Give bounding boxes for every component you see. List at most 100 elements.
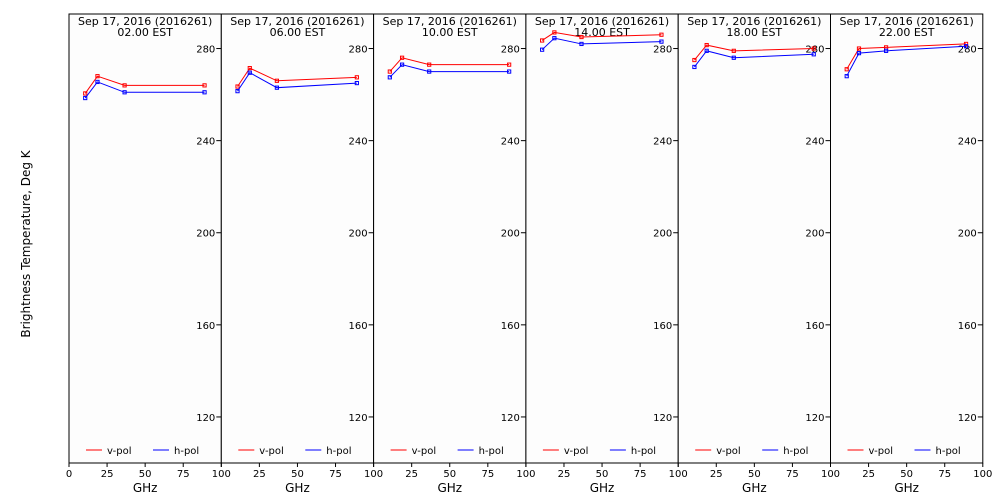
y-tick-label: 120 bbox=[349, 413, 368, 424]
x-tick-label: 25 bbox=[862, 469, 875, 480]
series-h-pol-point bbox=[95, 79, 100, 85]
y-tick-label: 240 bbox=[958, 137, 977, 148]
series-v-pol-line bbox=[846, 43, 967, 70]
panel-subtitle: 10.00 EST bbox=[422, 26, 478, 39]
series-v-pol-point bbox=[83, 91, 88, 96]
series-h-pol-line bbox=[84, 81, 205, 99]
legend-h-pol-label: h-pol bbox=[631, 446, 656, 457]
x-tick-label: 100 bbox=[973, 469, 992, 480]
legend-v-pol-label: v-pol bbox=[412, 446, 437, 457]
panel-3: 120 160 200 240 280 25 50 75 100 GHz Sep 17, 2016 … bbox=[373, 13, 535, 495]
series-h-pol-line bbox=[237, 72, 357, 92]
panel-title: Sep 17, 2016 (2016261) bbox=[230, 15, 364, 28]
series-v-pol-point bbox=[235, 84, 240, 89]
panel-frame bbox=[373, 13, 527, 464]
series-h-pol-point bbox=[427, 69, 432, 74]
series-v-pol-point bbox=[552, 30, 557, 35]
panel-title: Sep 17, 2016 (2016261) bbox=[78, 15, 212, 28]
series-v-pol-point bbox=[202, 83, 207, 88]
series-h-pol-point bbox=[387, 75, 392, 80]
series-h-pol-point bbox=[399, 62, 405, 67]
x-tick-label: 50 bbox=[900, 469, 913, 480]
y-tick-label: 120 bbox=[958, 413, 977, 424]
panel-title: Sep 17, 2016 (2016261) bbox=[383, 15, 517, 28]
y-tick-label: 120 bbox=[653, 413, 672, 424]
panel-subtitle: 18.00 EST bbox=[727, 26, 783, 39]
y-tick-label: 160 bbox=[958, 321, 977, 332]
x-axis-label: GHz bbox=[590, 481, 615, 495]
series-h-pol-line bbox=[389, 64, 510, 78]
y-tick-label: 200 bbox=[653, 229, 672, 240]
series-v-pol-point bbox=[704, 42, 709, 48]
x-tick-label: 100 bbox=[364, 469, 383, 480]
series-h-pol-point bbox=[235, 89, 240, 94]
panel-6: 120 160 200 240 280 25 50 75 100 GHz Sep 17, 2016 … bbox=[830, 13, 992, 495]
x-tick-label: 0 bbox=[66, 469, 72, 480]
series-v-pol-point bbox=[856, 46, 862, 51]
x-tick-label: 75 bbox=[177, 469, 190, 480]
x-axis-label: GHz bbox=[894, 481, 919, 495]
x-tick-label: 75 bbox=[481, 469, 494, 480]
legend-v-pol-label: v-pol bbox=[564, 446, 589, 457]
panel-subtitle: 06.00 EST bbox=[270, 26, 326, 39]
legend-v-pol-label: v-pol bbox=[716, 446, 741, 457]
series-v-pol-point bbox=[963, 41, 969, 47]
series-v-pol-point bbox=[692, 57, 697, 63]
series-h-pol-point bbox=[552, 36, 557, 41]
series-v-pol-point bbox=[731, 48, 736, 53]
y-tick-label: 200 bbox=[349, 229, 368, 240]
y-tick-label: 200 bbox=[501, 229, 520, 240]
series-h-pol-point bbox=[83, 95, 88, 101]
y-tick-label: 280 bbox=[349, 45, 368, 56]
panel-frame bbox=[220, 13, 375, 464]
legend-h-pol-label: h-pol bbox=[783, 446, 808, 457]
y-tick-label: 240 bbox=[805, 137, 824, 148]
x-tick-label: 25 bbox=[101, 469, 114, 480]
series-h-pol-line bbox=[541, 37, 662, 51]
x-tick-label: 25 bbox=[405, 469, 418, 480]
series-v-pol-line bbox=[694, 44, 814, 61]
x-tick-label: 100 bbox=[669, 469, 688, 480]
legend-v-pol-label: v-pol bbox=[259, 446, 284, 457]
legend-h-pol-label: h-pol bbox=[936, 446, 961, 457]
series-v-pol-line bbox=[389, 57, 510, 72]
y-tick-label: 160 bbox=[501, 321, 520, 332]
y-axis-label: Brightness Temperature, Deg K bbox=[19, 149, 33, 337]
y-tick-label: 160 bbox=[349, 321, 368, 332]
series-v-pol-point bbox=[247, 66, 252, 71]
x-tick-label: 25 bbox=[558, 469, 571, 480]
series-v-pol-point bbox=[354, 75, 359, 80]
series-h-pol-line bbox=[694, 50, 814, 68]
legend-h-pol-label: h-pol bbox=[479, 446, 504, 457]
series-h-pol-point bbox=[659, 39, 664, 44]
x-tick-label: 50 bbox=[443, 469, 456, 480]
series-h-pol-point bbox=[540, 47, 545, 52]
x-tick-label: 50 bbox=[596, 469, 609, 480]
series-v-pol-point bbox=[387, 69, 392, 74]
y-tick-label: 280 bbox=[196, 45, 215, 56]
panel-frame bbox=[830, 13, 984, 464]
y-tick-label: 120 bbox=[805, 413, 824, 424]
series-v-pol-point bbox=[811, 46, 816, 51]
y-tick-label: 280 bbox=[958, 45, 977, 56]
y-tick-label: 240 bbox=[196, 137, 215, 148]
series-v-pol-line bbox=[84, 75, 205, 94]
panel-subtitle: 22.00 EST bbox=[879, 26, 935, 39]
x-tick-label: 75 bbox=[786, 469, 799, 480]
panel-subtitle: 02.00 EST bbox=[117, 26, 173, 39]
x-axis-label: GHz bbox=[285, 481, 310, 495]
y-tick-label: 160 bbox=[805, 321, 824, 332]
y-tick-label: 240 bbox=[653, 137, 672, 148]
panel-frame bbox=[525, 13, 679, 464]
y-tick-label: 240 bbox=[349, 137, 368, 148]
series-h-pol-point bbox=[963, 44, 969, 49]
panel-2: 120 160 200 240 280 25 50 75 100 GHz Sep 17, 2016 … bbox=[220, 13, 383, 495]
series-v-pol-point bbox=[540, 38, 545, 43]
y-tick-label: 200 bbox=[958, 229, 977, 240]
panel-title: Sep 17, 2016 (2016261) bbox=[535, 15, 669, 28]
series-h-pol-point bbox=[704, 48, 709, 53]
y-tick-label: 200 bbox=[196, 229, 215, 240]
series-v-pol-point bbox=[579, 34, 584, 40]
